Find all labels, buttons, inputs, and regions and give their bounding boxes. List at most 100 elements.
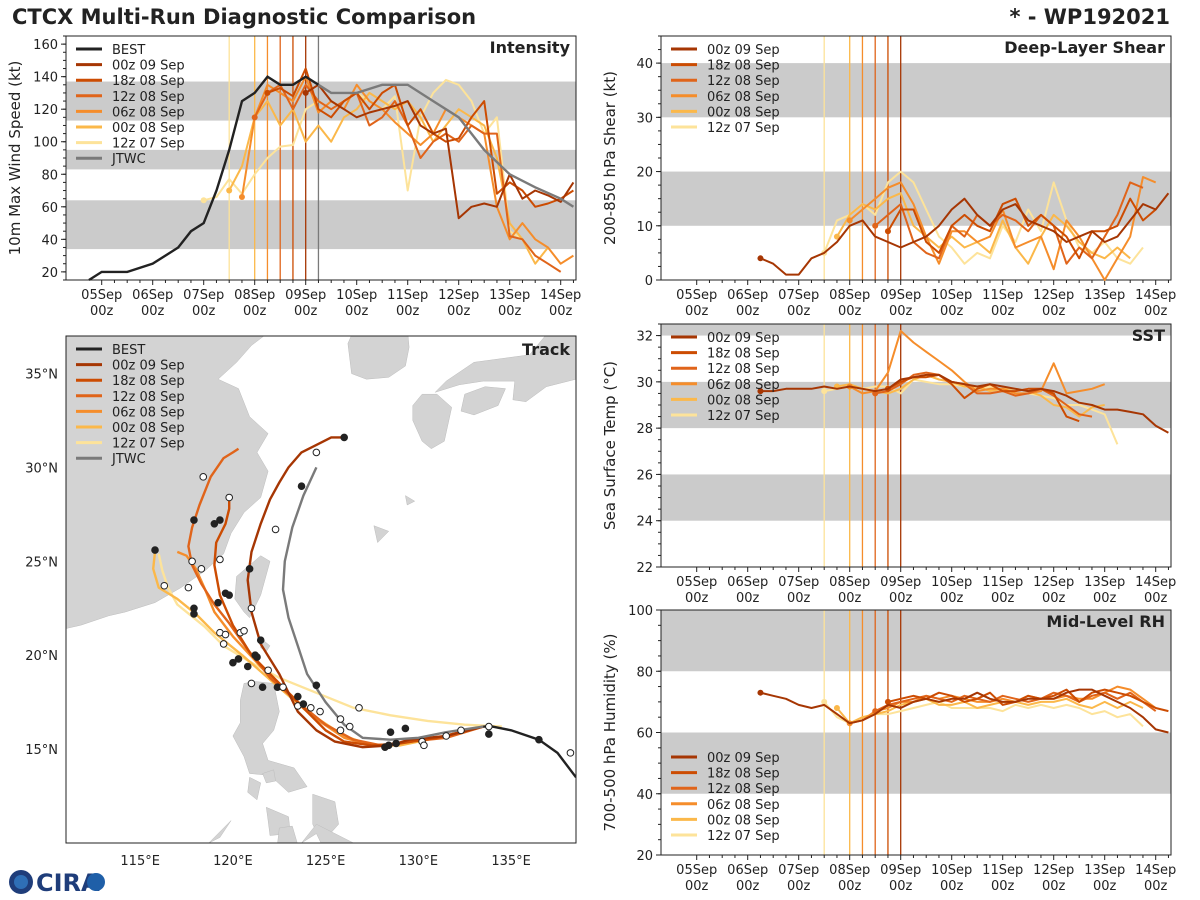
intensity-series-start-point-4 (226, 187, 233, 194)
mindoro-land (247, 776, 261, 801)
intensity-ytick-label: 120 (33, 103, 58, 118)
sst-panel: 22242628303205Sep00z06Sep00z07Sep00z08Se… (601, 323, 1176, 606)
intensity-band-1 (66, 149, 576, 170)
shear-legend-label: 12z 08 Sep (707, 74, 780, 89)
track-legend-label: 12z 07 Sep (112, 437, 185, 452)
track-marker-open (442, 732, 450, 740)
intensity-ytick-label: 80 (41, 168, 58, 183)
intensity-xtick-hour: 00z (243, 304, 267, 319)
track-legend-label: 12z 08 Sep (112, 390, 185, 405)
rh-series-start-point-4 (833, 705, 840, 711)
intensity-xtick-day: 05Sep (81, 288, 122, 303)
visayas-land (301, 823, 354, 843)
track-marker-open (345, 722, 354, 731)
shear-xtick-day: 14Sep (1135, 288, 1176, 303)
sst-xtick-hour: 00z (736, 591, 760, 606)
shear-xtick-hour: 00z (1144, 304, 1168, 319)
track-marker-open (221, 630, 230, 639)
sst-series-start-point-2 (872, 390, 879, 397)
track-lat-label: 35°N (25, 368, 58, 383)
intensity-xtick-day: 12Sep (438, 288, 479, 303)
shear-legend-label: 00z 09 Sep (707, 43, 780, 58)
intensity-series-line-0 (305, 83, 575, 220)
intensity-legend-label: 06z 08 Sep (112, 105, 185, 120)
intensity-jtwc-line (317, 83, 575, 208)
shear-ytick-label: 30 (636, 111, 653, 126)
shear-xtick-day: 12Sep (1033, 288, 1074, 303)
track-marker-open (307, 704, 315, 712)
rh-legend-label: 00z 09 Sep (707, 751, 780, 766)
rh-legend-label: 12z 07 Sep (707, 829, 780, 844)
track-frame (65, 335, 577, 844)
sst-ytick-label: 24 (636, 515, 653, 530)
rh-xtick-day: 13Sep (1084, 863, 1125, 878)
sst-xtick-day: 08Sep (829, 575, 870, 590)
intensity-legend-label: 18z 08 Sep (112, 74, 185, 89)
rh-xtick-day: 09Sep (880, 863, 921, 878)
intensity-xtick-hour: 00z (549, 304, 573, 319)
sst-xtick-day: 10Sep (931, 575, 972, 590)
sst-ytick-label: 30 (636, 376, 653, 391)
kyushu-land (412, 393, 452, 450)
storm-id: * - WP192021 (1009, 5, 1170, 29)
shear-series-start-point-3 (846, 217, 853, 224)
sst-ytick-label: 28 (636, 422, 653, 437)
intensity-ytick-label: 40 (41, 233, 58, 248)
track-map (66, 336, 576, 843)
sst-ylabel: Sea Surface Temp (°C) (601, 361, 619, 530)
rh-ytick-label: 40 (636, 788, 653, 803)
track-marker-open (188, 557, 196, 566)
rh-series-start-point-1 (884, 698, 891, 705)
track-marker-open (197, 565, 206, 573)
track-marker-filled (151, 546, 159, 554)
track-marker-open (566, 749, 575, 757)
track-marker-filled (340, 433, 348, 442)
intensity-xtick-hour: 00z (498, 304, 522, 319)
intensity-xtick-hour: 00z (192, 304, 216, 319)
sst-series-line-3 (849, 329, 1106, 395)
track-marker-open (264, 666, 272, 675)
track-marker-open (247, 679, 256, 688)
rh-ytick-label: 60 (636, 727, 653, 742)
sst-series-start-point-5 (821, 388, 828, 395)
shear-series-start-point-1 (884, 228, 891, 235)
sst-xtick-day: 06Sep (727, 575, 768, 590)
rh-series-start-point-0 (757, 689, 764, 696)
track-marker-open (279, 683, 287, 691)
rh-series-start-point-5 (821, 698, 828, 705)
track-marker-filled (253, 653, 261, 661)
track-marker-filled (386, 728, 395, 737)
rh-panel: 2040608010005Sep00z06Sep00z07Sep00z08Sep… (601, 604, 1176, 894)
track-legend-label: 06z 08 Sep (112, 405, 185, 420)
intensity-xtick-hour: 00z (90, 304, 114, 319)
rh-xtick-hour: 00z (940, 879, 964, 894)
palawan-land (208, 820, 232, 843)
negros-land (277, 825, 298, 843)
amami-land (405, 495, 416, 506)
track-legend-label: 00z 09 Sep (112, 359, 185, 374)
intensity-legend-label: 00z 08 Sep (112, 121, 185, 136)
sst-legend-label: 12z 08 Sep (707, 362, 780, 377)
shear-series-line-0 (760, 192, 1170, 276)
taiwan-land (234, 555, 271, 619)
intensity-series-line-3 (241, 75, 574, 265)
shear-legend-label: 12z 07 Sep (707, 121, 780, 136)
sst-legend-label: 06z 08 Sep (707, 378, 780, 393)
intensity-xtick-day: 06Sep (132, 288, 173, 303)
shear-xtick-day: 09Sep (880, 288, 921, 303)
track-marker-filled (294, 692, 302, 701)
luzon-land (232, 681, 308, 793)
sst-ytick-label: 32 (636, 330, 653, 345)
logo-satellite-icon (87, 873, 105, 891)
intensity-legend-label: BEST (112, 43, 145, 58)
shear-legend-label: 00z 08 Sep (707, 105, 780, 120)
shear-band-1 (661, 63, 1171, 118)
shear-xtick-day: 07Sep (778, 288, 819, 303)
sst-frame (660, 323, 1172, 568)
honshu-land (434, 336, 576, 402)
sst-xtick-hour: 00z (1093, 591, 1117, 606)
sst-xtick-day: 14Sep (1135, 575, 1176, 590)
intensity-panel: 2040608010012014016005Sep00z06Sep00z07Se… (6, 35, 581, 319)
rh-xtick-day: 14Sep (1135, 863, 1176, 878)
